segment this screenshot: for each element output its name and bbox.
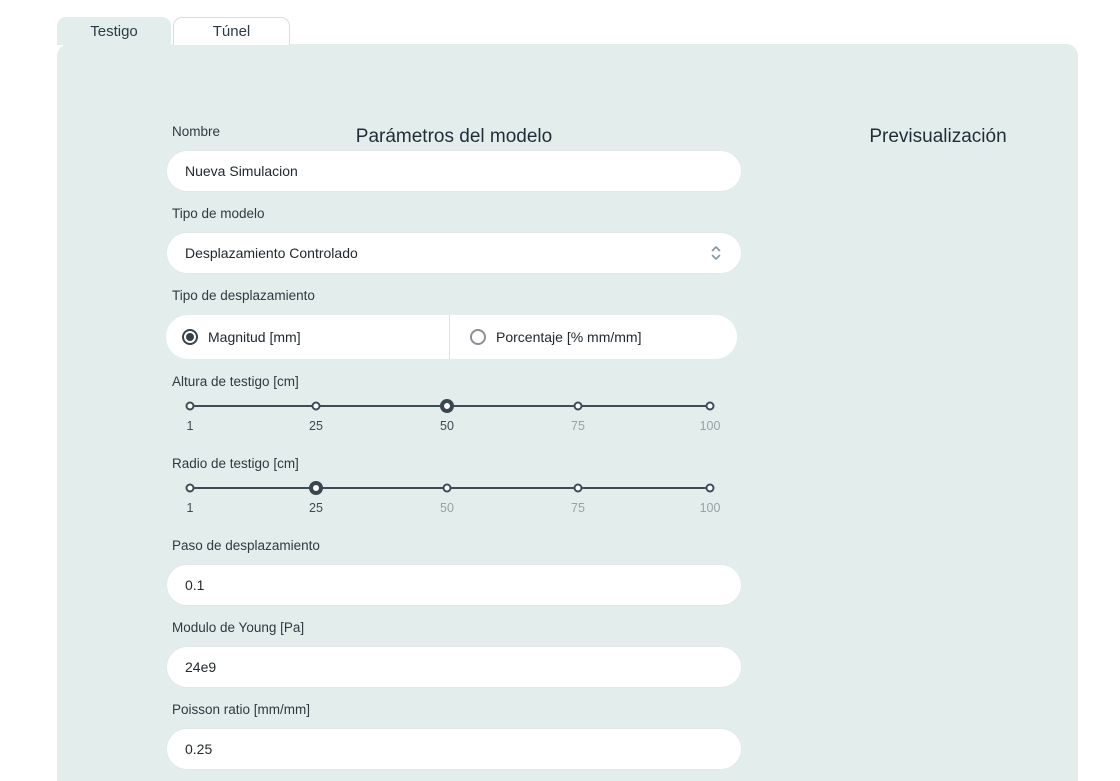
poisson-input[interactable] [166,728,742,770]
radio-option-porcentaje[interactable]: Porcentaje [% mm/mm] [449,315,737,359]
tipo-desplazamiento-label: Tipo de desplazamiento [172,288,315,303]
tick-label: 25 [309,419,323,433]
paso-input[interactable] [166,564,742,606]
tick-label: 1 [186,501,194,515]
radio-slider-mark-100[interactable] [705,483,715,493]
tipo-modelo-select[interactable]: Desplazamiento Controlado [166,232,742,274]
tipo-modelo-label: Tipo de modelo [172,206,265,221]
radio-slider-ticks: 1 25 50 75 100 [186,501,721,515]
tab-tunel[interactable]: Túnel [173,17,290,45]
poisson-label: Poisson ratio [mm/mm] [172,702,311,717]
tick-label: 50 [440,419,454,433]
tipo-modelo-selected-value: Desplazamiento Controlado [185,245,358,261]
radio-unselected-icon[interactable] [470,329,486,345]
tick-label: 50 [440,501,454,515]
altura-slider-mark-25[interactable] [311,401,321,411]
altura-slider-mark-1[interactable] [185,401,195,411]
altura-slider[interactable] [185,399,715,413]
tab-testigo-label: Testigo [90,22,138,40]
tab-tunel-label: Túnel [212,23,251,40]
tick-label: 1 [186,419,194,433]
tick-label: 75 [571,501,585,515]
radio-porcentaje-label: Porcentaje [% mm/mm] [496,329,642,345]
paso-label: Paso de desplazamiento [172,538,320,553]
page-title-parameters: Parámetros del modelo [355,126,553,147]
tick-label: 25 [309,501,323,515]
tipo-desplazamiento-radio-group: Magnitud [mm] Porcentaje [% mm/mm] [166,315,737,359]
tick-label: 75 [571,419,585,433]
altura-slider-mark-75[interactable] [573,401,583,411]
radio-slider-handle-25[interactable] [309,481,323,495]
radio-option-magnitud[interactable]: Magnitud [mm] [166,315,449,359]
radio-selected-icon[interactable] [182,329,198,345]
nombre-label: Nombre [172,124,221,139]
main-panel: Parámetros del modelo Previsualización N… [57,44,1078,781]
young-label: Modulo de Young [Pa] [172,620,305,635]
tick-label: 100 [699,419,721,433]
tick-label: 100 [699,501,721,515]
radio-slider-mark-1[interactable] [185,483,195,493]
altura-label: Altura de testigo [cm] [172,374,299,389]
altura-slider-ticks: 1 25 50 75 100 [186,419,721,433]
altura-slider-mark-100[interactable] [705,401,715,411]
young-input[interactable] [166,646,742,688]
radio-testigo-label: Radio de testigo [cm] [172,456,299,471]
radio-testigo-slider[interactable] [185,481,715,495]
altura-slider-handle-50[interactable] [440,399,454,413]
nombre-input[interactable] [166,150,742,192]
select-chevrons-icon [709,243,723,263]
radio-slider-mark-75[interactable] [573,483,583,493]
radio-slider-mark-50[interactable] [442,483,452,493]
tab-testigo[interactable]: Testigo [57,17,171,45]
radio-magnitud-label: Magnitud [mm] [208,329,301,345]
page-title-preview: Previsualización [869,126,1007,147]
